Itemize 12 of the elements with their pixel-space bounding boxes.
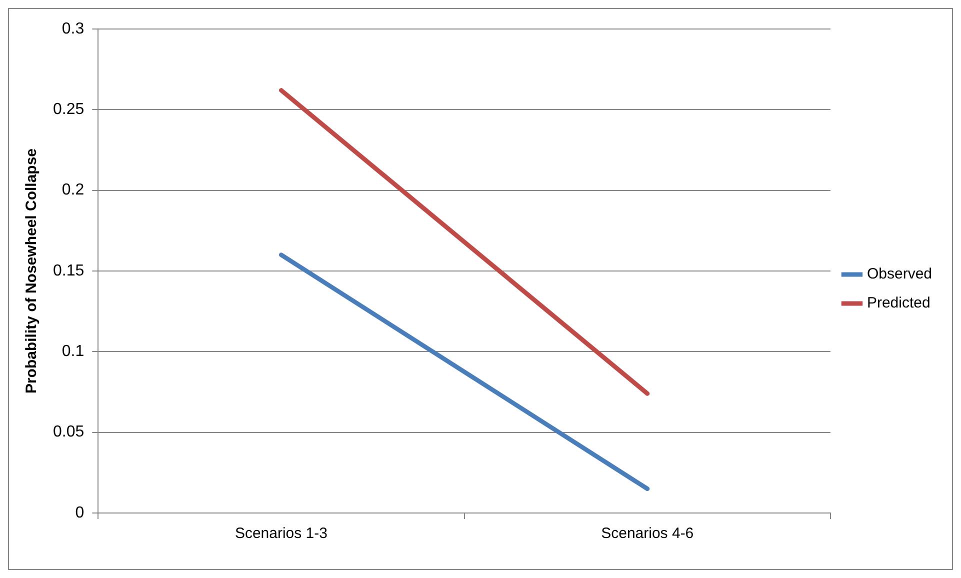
x-tick-label: Scenarios 1-3 <box>234 525 328 542</box>
y-axis-title: Probability of Nosewheel Collapse <box>23 148 40 394</box>
y-tick-label: 0.3 <box>62 20 84 38</box>
legend-label: Observed <box>866 266 932 283</box>
legend-label: Predicted <box>866 294 930 312</box>
y-tick-label: 0.1 <box>62 343 84 360</box>
y-tick-label: 0.25 <box>53 101 84 118</box>
y-tick-label: 0.15 <box>53 262 84 280</box>
y-tick-label: 0 <box>75 504 84 522</box>
y-tick-label: 0.2 <box>62 182 84 199</box>
y-tick-label: 0.05 <box>53 424 84 441</box>
x-tick-label: Scenarios 4-6 <box>601 525 694 542</box>
